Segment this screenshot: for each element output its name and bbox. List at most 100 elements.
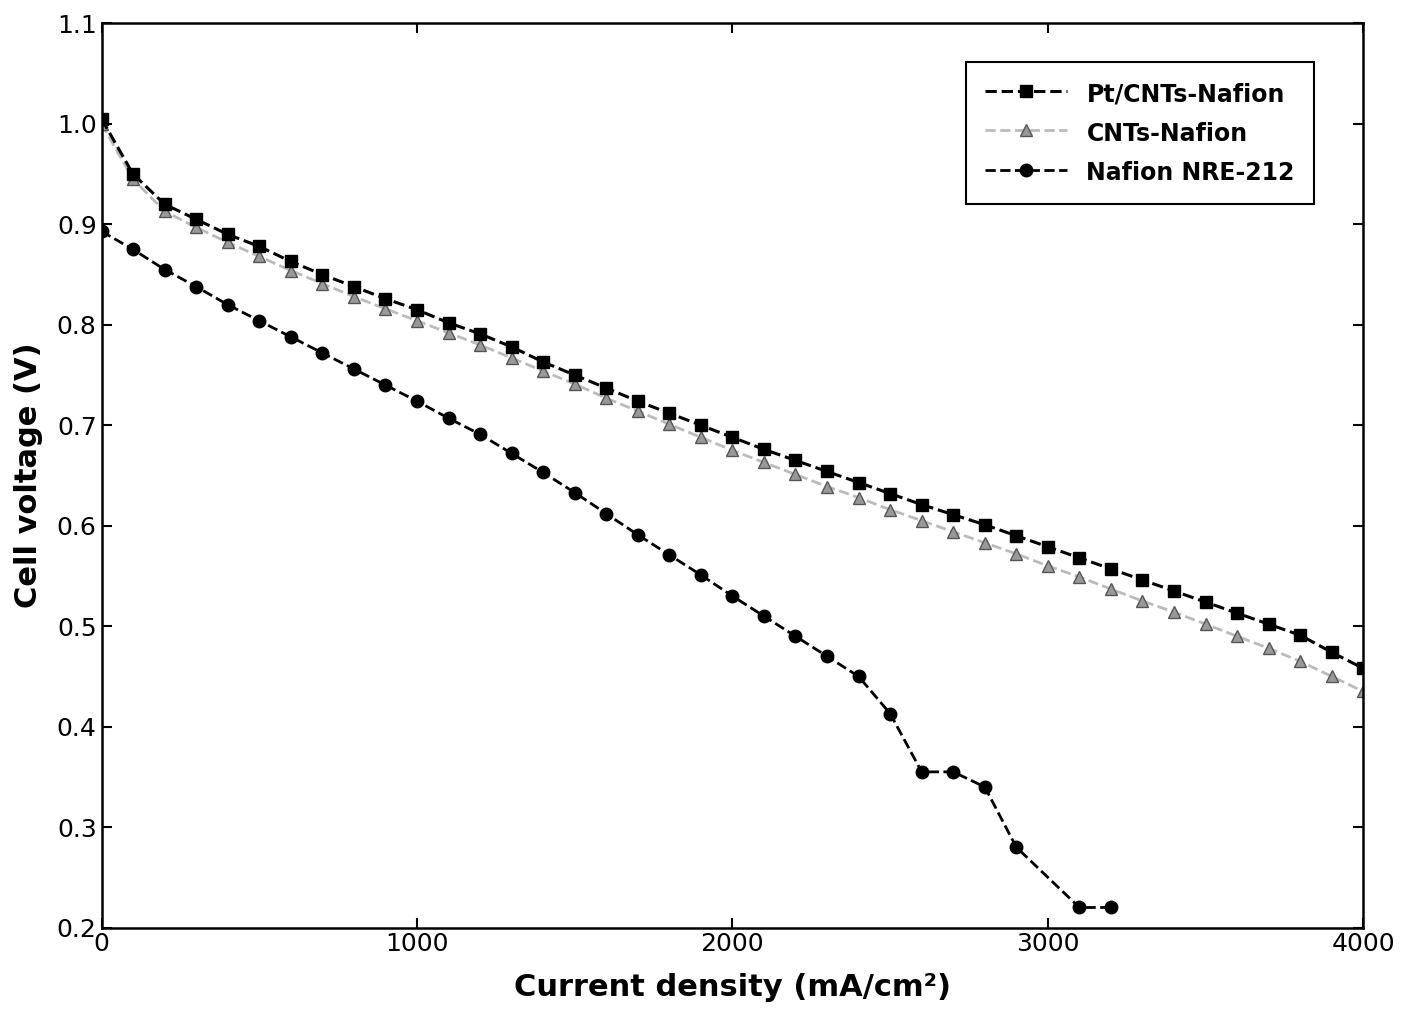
Nafion NRE-212: [378, 379, 395, 391]
Pt/CNTs-Nafion: [850, 477, 867, 489]
Nafion NRE-212: [409, 395, 426, 407]
Nafion NRE-212: [882, 707, 899, 719]
Pt/CNTs-Nafion: [976, 518, 993, 530]
CNTs-Nafion: [724, 444, 741, 456]
Nafion NRE-212: [724, 590, 741, 602]
CNTs-Nafion: [945, 525, 962, 537]
Pt/CNTs-Nafion: [345, 280, 362, 293]
Nafion NRE-212: [976, 781, 993, 793]
CNTs-Nafion: [378, 303, 395, 315]
Pt/CNTs-Nafion: [1355, 662, 1372, 675]
Pt/CNTs-Nafion: [314, 268, 331, 280]
Pt/CNTs-Nafion: [945, 509, 962, 521]
CNTs-Nafion: [1355, 686, 1372, 698]
Nafion NRE-212: [220, 299, 237, 311]
Pt/CNTs-Nafion: [124, 168, 141, 180]
CNTs-Nafion: [913, 514, 930, 526]
CNTs-Nafion: [819, 481, 836, 493]
Nafion NRE-212: [597, 508, 614, 520]
Nafion NRE-212: [945, 766, 962, 778]
Pt/CNTs-Nafion: [440, 317, 457, 329]
Pt/CNTs-Nafion: [220, 229, 237, 241]
Pt/CNTs-Nafion: [251, 241, 268, 253]
Nafion NRE-212: [187, 280, 204, 293]
Nafion NRE-212: [534, 466, 551, 479]
CNTs-Nafion: [1260, 642, 1277, 654]
Nafion NRE-212: [124, 244, 141, 256]
Nafion NRE-212: [850, 671, 867, 683]
CNTs-Nafion: [661, 419, 678, 431]
CNTs-Nafion: [251, 250, 268, 262]
Legend: Pt/CNTs-Nafion, CNTs-Nafion, Nafion NRE-212: Pt/CNTs-Nafion, CNTs-Nafion, Nafion NRE-…: [967, 62, 1313, 203]
Pt/CNTs-Nafion: [1260, 618, 1277, 630]
Nafion NRE-212: [661, 549, 678, 561]
Pt/CNTs-Nafion: [1007, 529, 1024, 542]
Nafion NRE-212: [692, 569, 709, 581]
Pt/CNTs-Nafion: [819, 465, 836, 478]
Nafion NRE-212: [913, 766, 930, 778]
Line: Pt/CNTs-Nafion: Pt/CNTs-Nafion: [96, 113, 1370, 674]
Nafion NRE-212: [156, 263, 173, 275]
Pt/CNTs-Nafion: [378, 293, 395, 305]
CNTs-Nafion: [409, 315, 426, 327]
CNTs-Nafion: [630, 405, 647, 418]
CNTs-Nafion: [597, 392, 614, 404]
Pt/CNTs-Nafion: [409, 304, 426, 316]
Pt/CNTs-Nafion: [1292, 629, 1309, 641]
CNTs-Nafion: [1007, 548, 1024, 560]
CNTs-Nafion: [124, 173, 141, 185]
CNTs-Nafion: [1040, 560, 1057, 572]
Pt/CNTs-Nafion: [187, 213, 204, 226]
X-axis label: Current density (mA/cm²): Current density (mA/cm²): [514, 973, 951, 1002]
Nafion NRE-212: [93, 226, 110, 238]
CNTs-Nafion: [220, 237, 237, 249]
CNTs-Nafion: [566, 378, 583, 390]
CNTs-Nafion: [282, 264, 299, 276]
Pt/CNTs-Nafion: [566, 369, 583, 381]
CNTs-Nafion: [1198, 618, 1215, 630]
CNTs-Nafion: [976, 536, 993, 549]
Pt/CNTs-Nafion: [913, 499, 930, 511]
Pt/CNTs-Nafion: [282, 255, 299, 267]
Pt/CNTs-Nafion: [1134, 574, 1151, 586]
Line: CNTs-Nafion: CNTs-Nafion: [96, 118, 1370, 697]
Nafion NRE-212: [1071, 901, 1088, 913]
Nafion NRE-212: [755, 610, 772, 622]
Nafion NRE-212: [251, 315, 268, 327]
Nafion NRE-212: [788, 630, 805, 642]
CNTs-Nafion: [472, 338, 489, 351]
Pt/CNTs-Nafion: [472, 328, 489, 340]
CNTs-Nafion: [503, 352, 520, 364]
CNTs-Nafion: [1102, 583, 1119, 595]
Pt/CNTs-Nafion: [1071, 552, 1088, 564]
CNTs-Nafion: [156, 205, 173, 217]
Pt/CNTs-Nafion: [1198, 596, 1215, 609]
Pt/CNTs-Nafion: [1165, 585, 1182, 597]
Nafion NRE-212: [566, 487, 583, 499]
Nafion NRE-212: [345, 363, 362, 375]
Pt/CNTs-Nafion: [1323, 646, 1340, 658]
Nafion NRE-212: [1102, 901, 1119, 913]
CNTs-Nafion: [534, 365, 551, 377]
Pt/CNTs-Nafion: [692, 420, 709, 432]
Nafion NRE-212: [1007, 841, 1024, 853]
CNTs-Nafion: [788, 468, 805, 481]
Pt/CNTs-Nafion: [1229, 607, 1246, 619]
Nafion NRE-212: [819, 650, 836, 662]
Pt/CNTs-Nafion: [93, 113, 110, 125]
CNTs-Nafion: [345, 291, 362, 303]
Pt/CNTs-Nafion: [1040, 541, 1057, 553]
CNTs-Nafion: [850, 492, 867, 504]
Nafion NRE-212: [472, 428, 489, 440]
Pt/CNTs-Nafion: [724, 431, 741, 443]
CNTs-Nafion: [440, 327, 457, 339]
CNTs-Nafion: [187, 221, 204, 234]
Pt/CNTs-Nafion: [630, 395, 647, 407]
CNTs-Nafion: [314, 277, 331, 290]
CNTs-Nafion: [755, 456, 772, 468]
CNTs-Nafion: [1229, 630, 1246, 642]
Pt/CNTs-Nafion: [882, 488, 899, 500]
CNTs-Nafion: [93, 118, 110, 130]
Nafion NRE-212: [503, 447, 520, 459]
CNTs-Nafion: [1071, 571, 1088, 583]
